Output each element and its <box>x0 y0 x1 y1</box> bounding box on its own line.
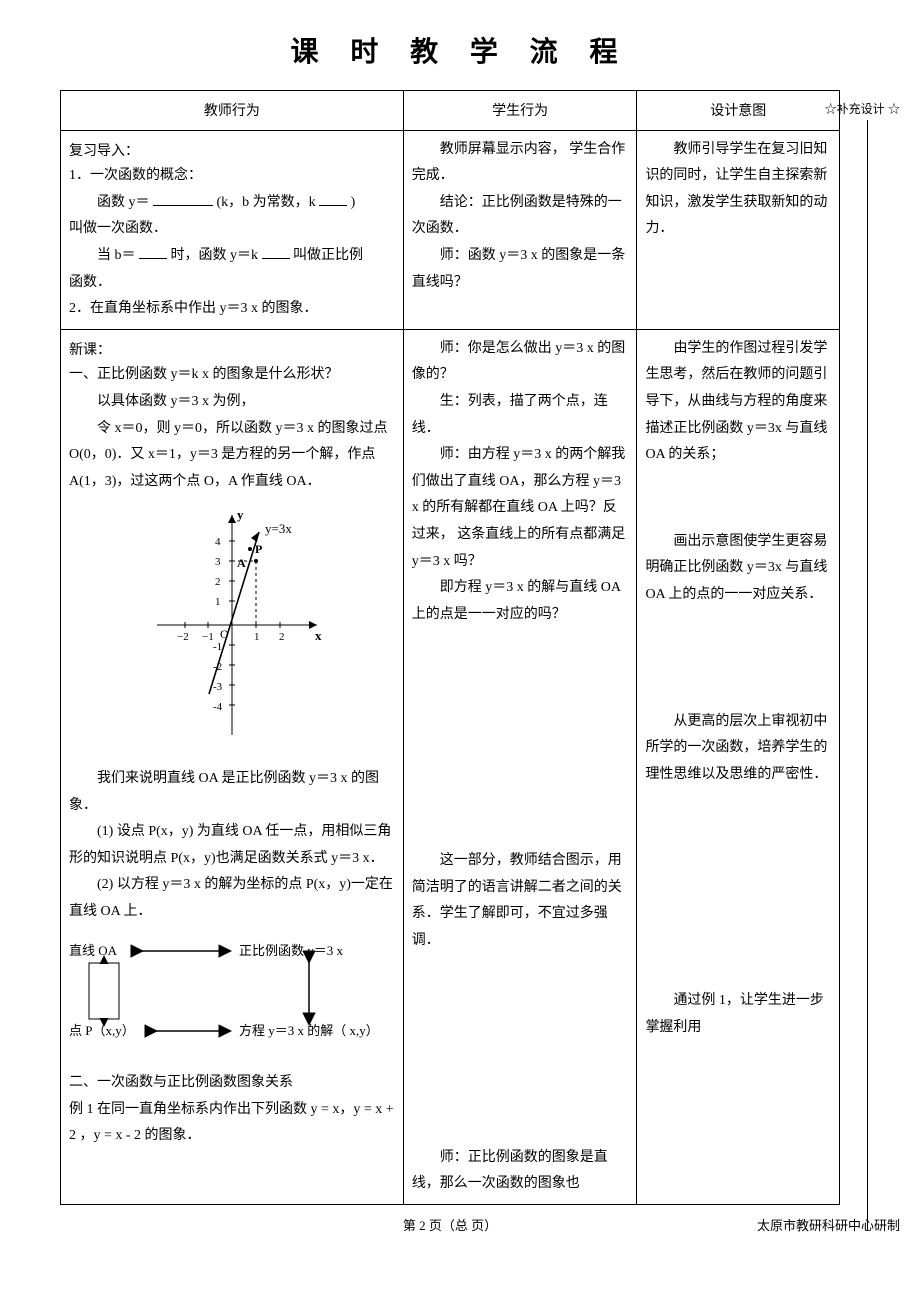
review-line-3: 叫做一次函数． <box>69 216 395 243</box>
intent-cell-review: 教师引导学生在复习旧知识的同时，让学生自主探索新知识，激发学生获取新知的动力． <box>637 130 840 329</box>
student-line: 师：正比例函数的图象是直线，那么一次函数的图象也 <box>412 1145 629 1198</box>
page-number: 第 2 页（总 页） <box>60 1215 840 1234</box>
text: 当 b＝ <box>97 248 136 263</box>
correspondence-diagram: 直线 OA 正比例函数 y＝3 x 点 P（x,y） 方程 y＝3 x 的解（ … <box>69 937 395 1058</box>
tick: 2 <box>215 576 221 588</box>
point-p-label: P <box>255 542 262 556</box>
tick: -3 <box>213 681 223 693</box>
y-equals-3x-graph: y x O 4 3 2 1 -1 -2 -3 -4 <box>137 505 327 745</box>
tick: -4 <box>213 701 223 713</box>
text: 叫做正比例 <box>293 248 363 263</box>
intent-line: 画出示意图使学生更容易明确正比例函数 y＝3x 与直线 OA 上的点的一一对应关… <box>645 529 831 609</box>
student-cell-review: 教师屏幕显示内容， 学生合作完成． 结论：正比例函数是特殊的一次函数． 师：函数… <box>403 130 637 329</box>
y-axis-label: y <box>237 507 244 522</box>
fill-blank <box>139 245 167 259</box>
fill-blank <box>262 245 290 259</box>
newlesson-line: 令 x＝0，则 y＝0，所以函数 y＝3 x 的图象过点 O(0，0)．又 x＝… <box>69 416 395 496</box>
spacer <box>645 609 831 709</box>
intent-line: 通过例 1，让学生进一步掌握利用 <box>645 988 831 1041</box>
tick: −2 <box>177 631 189 643</box>
review-line-1: 1．一次函数的概念： <box>69 163 395 190</box>
student-line: 师：你是怎么做出 y＝3 x 的图像的？ <box>412 336 629 389</box>
fill-blank <box>319 192 347 206</box>
text: (k，b 为常数，k <box>217 195 316 210</box>
spacer <box>645 469 831 529</box>
diagram-bl: 点 P（x,y） <box>69 1023 135 1038</box>
review-line-6: 2．在直角坐标系中作出 y＝3 x 的图象． <box>69 296 395 323</box>
teacher-cell-newlesson: 新课： 一、正比例函数 y＝k x 的图象是什么形状？ 以具体函数 y＝3 x … <box>61 329 404 1204</box>
review-heading: 复习导入： <box>69 137 395 164</box>
text: 时，函数 y＝k <box>171 248 259 263</box>
student-line: 教师屏幕显示内容， 学生合作完成． <box>412 137 629 190</box>
tick: 2 <box>279 631 285 643</box>
table-row: 复习导入： 1．一次函数的概念： 函数 y＝ (k，b 为常数，k ) 叫做一次… <box>61 130 840 329</box>
tick: 1 <box>254 631 260 643</box>
page-title: 课 时 教 学 流 程 <box>60 30 860 70</box>
newlesson-line: (1) 设点 P(x，y) 为直线 OA 任一点，用相似三角形的知识说明点 P(… <box>69 819 395 872</box>
footer-credit: 太原市教研科研中心研制 <box>757 1215 900 1234</box>
arrow-diagram: 直线 OA 正比例函数 y＝3 x 点 P（x,y） 方程 y＝3 x 的解（ … <box>69 937 399 1047</box>
intent-line: 教师引导学生在复习旧知识的同时，让学生自主探索新知识，激发学生获取新知的动力． <box>645 137 831 243</box>
text: ) <box>351 195 356 210</box>
diagram-br: 方程 y＝3 x 的解（ x,y） <box>239 1023 379 1038</box>
tick: 3 <box>215 556 221 568</box>
intent-line: 从更高的层次上审视初中所学的一次函数，培养学生的理性思维以及思维的严密性． <box>645 709 831 789</box>
page-footer: 第 2 页（总 页） 太原市教研科研中心研制 <box>60 1215 840 1234</box>
col-header-intent: 设计意图 <box>637 91 840 131</box>
tick: 1 <box>215 596 221 608</box>
tick: 4 <box>215 536 221 548</box>
table-header-row: 教师行为 学生行为 设计意图 <box>61 91 840 131</box>
line-label: y=3x <box>265 521 292 536</box>
example-1: 例 1 在同一直角坐标系内作出下列函数 y = x，y = x + 2 ，y =… <box>69 1097 395 1150</box>
side-note: ☆补充设计 ☆ <box>825 100 900 117</box>
section-1-title: 一、正比例函数 y＝k x 的图象是什么形状？ <box>69 362 395 389</box>
newlesson-heading: 新课： <box>69 336 395 363</box>
fill-blank <box>153 192 213 206</box>
diagram-tr: 正比例函数 y＝3 x <box>239 943 344 958</box>
col-header-student: 学生行为 <box>403 91 637 131</box>
spacer <box>412 628 629 848</box>
intent-line: 由学生的作图过程引发学生思考，然后在教师的问题引导下，从曲线与方程的角度来描述正… <box>645 336 831 469</box>
section-2-title: 二、一次函数与正比例函数图象关系 <box>69 1070 395 1097</box>
side-divider-line <box>867 120 868 1230</box>
student-line: 师：函数 y＝3 x 的图象是一条直线吗？ <box>412 243 629 296</box>
spacer <box>645 788 831 988</box>
lesson-flow-table: 教师行为 学生行为 设计意图 复习导入： 1．一次函数的概念： 函数 y＝ (k… <box>60 90 840 1205</box>
tick: -1 <box>213 641 222 653</box>
spacer <box>412 955 629 1145</box>
student-cell-newlesson: 师：你是怎么做出 y＝3 x 的图像的？ 生：列表，描了两个点，连线． 师：由方… <box>403 329 637 1204</box>
intent-cell-newlesson: 由学生的作图过程引发学生思考，然后在教师的问题引导下，从曲线与方程的角度来描述正… <box>637 329 840 1204</box>
student-line: 师：由方程 y＝3 x 的两个解我们做出了直线 OA，那么方程 y＝3 x 的所… <box>412 442 629 575</box>
review-line-5: 函数． <box>69 270 395 297</box>
student-line: 即方程 y＝3 x 的解与直线 OA 上的点是一一对应的吗？ <box>412 575 629 628</box>
teacher-cell-review: 复习导入： 1．一次函数的概念： 函数 y＝ (k，b 为常数，k ) 叫做一次… <box>61 130 404 329</box>
col-header-teacher: 教师行为 <box>61 91 404 131</box>
newlesson-line: 以具体函数 y＝3 x 为例， <box>69 389 395 416</box>
review-line-2: 函数 y＝ (k，b 为常数，k ) <box>69 190 395 217</box>
newlesson-line: (2) 以方程 y＝3 x 的解为坐标的点 P(x，y)一定在直线 OA 上． <box>69 872 395 925</box>
point-a-label: A <box>237 556 246 570</box>
text: 函数 y＝ <box>97 195 150 210</box>
x-axis-label: x <box>315 628 322 643</box>
table-row: 新课： 一、正比例函数 y＝k x 的图象是什么形状？ 以具体函数 y＝3 x … <box>61 329 840 1204</box>
diagram-tl: 直线 OA <box>69 943 118 958</box>
student-line: 结论：正比例函数是特殊的一次函数． <box>412 190 629 243</box>
tick: −1 <box>202 631 214 643</box>
newlesson-line: 我们来说明直线 OA 是正比例函数 y＝3 x 的图象． <box>69 766 395 819</box>
student-line: 生：列表，描了两个点，连线． <box>412 389 629 442</box>
coordinate-graph: y x O 4 3 2 1 -1 -2 -3 -4 <box>69 505 395 756</box>
student-line: 这一部分，教师结合图示，用简洁明了的语言讲解二者之间的关系．学生了解即可，不宜过… <box>412 848 629 954</box>
review-line-4: 当 b＝ 时，函数 y＝k 叫做正比例 <box>69 243 395 270</box>
